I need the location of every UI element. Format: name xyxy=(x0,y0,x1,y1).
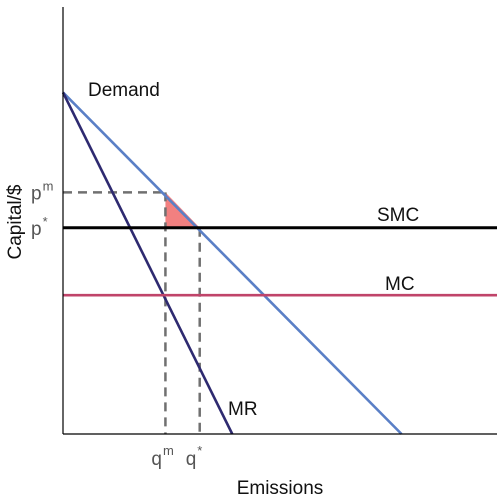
q-star-tick: q* xyxy=(186,443,203,470)
x-axis-label: Emissions xyxy=(237,478,324,499)
q-m-tick: qm xyxy=(151,443,173,470)
demand-label: Demand xyxy=(88,80,160,101)
mr-line xyxy=(61,91,234,435)
demand-line xyxy=(62,91,403,435)
p-star-tick: p* xyxy=(31,214,48,240)
p-m-tick: pm xyxy=(31,178,53,204)
mr-label: MR xyxy=(228,399,258,420)
plot-area xyxy=(61,91,497,435)
y-axis-label: Capital/$ xyxy=(5,184,26,259)
smc-label: SMC xyxy=(377,205,419,226)
deadweight-loss-triangle xyxy=(165,192,200,228)
mc-label: MC xyxy=(385,274,415,295)
